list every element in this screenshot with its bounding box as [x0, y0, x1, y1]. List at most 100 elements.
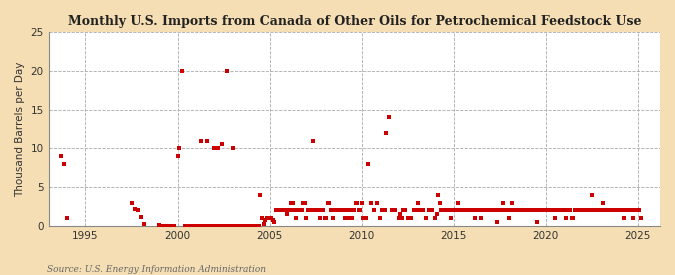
Point	[494, 208, 505, 213]
Point	[288, 200, 298, 205]
Point	[264, 216, 275, 220]
Point	[196, 224, 207, 228]
Point	[513, 208, 524, 213]
Point	[223, 224, 234, 228]
Point	[61, 216, 72, 220]
Point	[570, 208, 580, 213]
Point	[279, 208, 290, 213]
Point	[582, 208, 593, 213]
Point	[551, 208, 562, 213]
Point	[269, 220, 279, 224]
Point	[522, 208, 533, 213]
Point	[371, 200, 382, 205]
Point	[424, 208, 435, 213]
Point	[335, 208, 346, 213]
Point	[560, 216, 571, 220]
Point	[237, 224, 248, 228]
Point	[395, 212, 406, 216]
Point	[393, 216, 404, 220]
Point	[595, 208, 606, 213]
Point	[433, 193, 444, 197]
Point	[587, 193, 597, 197]
Point	[456, 208, 467, 213]
Point	[603, 208, 614, 213]
Point	[594, 208, 605, 213]
Point	[549, 216, 560, 220]
Point	[485, 208, 496, 213]
Point	[572, 208, 583, 213]
Point	[535, 208, 545, 213]
Point	[277, 208, 288, 213]
Point	[576, 208, 587, 213]
Point	[379, 208, 390, 213]
Point	[227, 146, 238, 150]
Point	[554, 208, 565, 213]
Point	[608, 208, 619, 213]
Point	[226, 224, 237, 228]
Point	[625, 208, 636, 213]
Point	[476, 216, 487, 220]
Point	[296, 208, 307, 213]
Point	[218, 224, 229, 228]
Point	[135, 214, 146, 219]
Point	[217, 142, 227, 147]
Point	[459, 208, 470, 213]
Point	[358, 216, 369, 220]
Point	[514, 208, 525, 213]
Point	[321, 216, 331, 220]
Point	[365, 200, 376, 205]
Point	[571, 208, 582, 213]
Point	[292, 208, 302, 213]
Point	[479, 208, 490, 213]
Title: Monthly U.S. Imports from Canada of Other Oils for Petrochemical Feedstock Use: Monthly U.S. Imports from Canada of Othe…	[68, 15, 641, 28]
Point	[562, 208, 573, 213]
Point	[59, 162, 70, 166]
Point	[443, 208, 454, 213]
Point	[290, 216, 301, 220]
Point	[518, 208, 529, 213]
Point	[628, 216, 639, 220]
Point	[190, 224, 201, 228]
Point	[221, 68, 232, 73]
Point	[556, 208, 566, 213]
Point	[166, 224, 177, 228]
Point	[452, 208, 462, 213]
Point	[205, 224, 215, 228]
Point	[317, 208, 327, 213]
Point	[154, 223, 165, 227]
Point	[418, 208, 429, 213]
Point	[548, 208, 559, 213]
Point	[629, 208, 640, 213]
Point	[510, 208, 520, 213]
Point	[585, 208, 596, 213]
Point	[533, 208, 543, 213]
Point	[442, 208, 453, 213]
Point	[399, 208, 410, 213]
Point	[436, 208, 447, 213]
Point	[333, 208, 344, 213]
Point	[499, 208, 510, 213]
Point	[246, 224, 256, 228]
Point	[126, 200, 137, 205]
Point	[626, 208, 637, 213]
Point	[558, 208, 568, 213]
Point	[356, 200, 367, 205]
Point	[614, 208, 625, 213]
Point	[361, 216, 372, 220]
Point	[304, 208, 315, 213]
Point	[406, 216, 416, 220]
Y-axis label: Thousand Barrels per Day: Thousand Barrels per Day	[15, 61, 25, 197]
Point	[589, 208, 600, 213]
Point	[530, 208, 541, 213]
Point	[491, 220, 502, 224]
Point	[605, 208, 616, 213]
Point	[306, 208, 317, 213]
Point	[189, 224, 200, 228]
Point	[504, 216, 514, 220]
Point	[284, 208, 295, 213]
Point	[289, 208, 300, 213]
Point	[258, 221, 269, 226]
Point	[270, 208, 281, 213]
Point	[465, 208, 476, 213]
Point	[435, 200, 446, 205]
